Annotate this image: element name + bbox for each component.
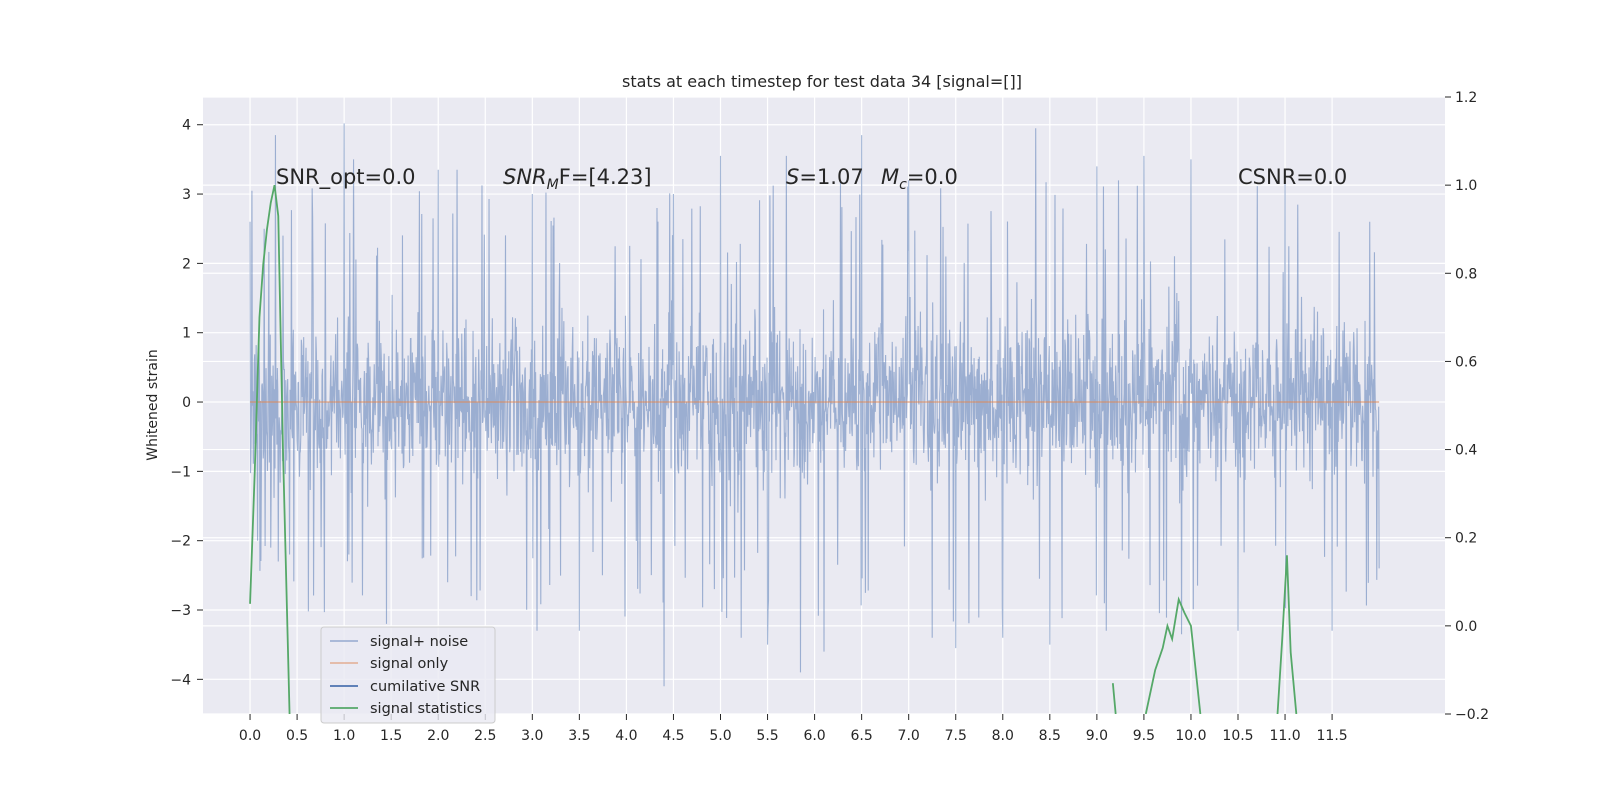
annotation-snr-mf: SNRMF=[4.23] [503, 165, 652, 193]
y2-tick-label: 1.0 [1455, 178, 1477, 194]
y2-tick-label: 0.8 [1455, 266, 1477, 282]
x-tick-label: 1.5 [380, 728, 402, 744]
x-tick-label: 8.0 [992, 728, 1014, 744]
legend-label-signal-statistics: signal statistics [370, 701, 482, 717]
x-tick-label: 2.5 [474, 728, 496, 744]
chart-title: stats at each timestep for test data 34 … [622, 72, 1022, 91]
x-tick-label: 1.0 [333, 728, 355, 744]
legend-box [320, 626, 496, 724]
y2-tick-label: 0.2 [1455, 531, 1477, 547]
x-tick-label: 2.0 [427, 728, 449, 744]
annotation-s: S=1.07 [786, 165, 864, 189]
x-tick-label: 5.5 [756, 728, 778, 744]
x-tick-label: 6.5 [851, 728, 873, 744]
annotation-csnr: CSNR=0.0 [1238, 165, 1347, 189]
x-tick-label: 5.0 [709, 728, 731, 744]
series-signal-statistics [249, 184, 1298, 714]
x-tick-label: 7.5 [945, 728, 967, 744]
y-tick-label: −1 [170, 464, 191, 480]
annotation-mc: Mc=0.0 [881, 165, 958, 193]
signal-statistics-segment [1111, 683, 1117, 714]
x-tick-label: 8.5 [1039, 728, 1061, 744]
signal-noise-line [249, 123, 1380, 687]
y2-axis-ticks: 1.2 1.0 0.8 0.6 0.4 0.2 0.0 −0.2 [1445, 90, 1489, 723]
y-tick-label: −3 [170, 603, 191, 619]
x-tick-label: 11.5 [1317, 728, 1348, 744]
snr-mf-value: F=[4.23] [559, 165, 652, 189]
y2-tick-label: 0.0 [1455, 619, 1477, 635]
y2-tick-label: −0.2 [1455, 707, 1489, 723]
signal-statistics-segment [1276, 555, 1298, 714]
s-value: =1.07 [799, 165, 863, 189]
x-tick-label: 4.0 [615, 728, 637, 744]
y-tick-label: 3 [182, 187, 191, 203]
x-tick-label: 4.5 [662, 728, 684, 744]
x-tick-label: 3.5 [568, 728, 590, 744]
annotation-snr-opt: SNR_opt=0.0 [276, 165, 416, 190]
x-tick-label: 10.0 [1175, 728, 1206, 744]
x-tick-label: 0.5 [286, 728, 308, 744]
y-axis-label: Whitened strain [145, 349, 161, 460]
x-tick-label: 10.5 [1222, 728, 1253, 744]
x-tick-label: 3.0 [521, 728, 543, 744]
y2-tick-label: 0.4 [1455, 443, 1477, 459]
y-tick-label: −4 [170, 672, 191, 688]
y2-tick-label: 1.2 [1455, 90, 1477, 106]
x-tick-label: 0.0 [239, 728, 261, 744]
mc-symbol: M [881, 165, 899, 189]
x-tick-label: 7.0 [898, 728, 920, 744]
legend: signal+ noise signal only cumilative SNR… [320, 626, 496, 724]
snr-mf-symbol: SNR [503, 165, 547, 189]
y-tick-label: 2 [182, 256, 191, 272]
y2-tick-label: 0.6 [1455, 354, 1477, 370]
snr-mf-subscript: M [547, 177, 559, 193]
x-tick-label: 6.0 [803, 728, 825, 744]
x-tick-label: 9.0 [1086, 728, 1108, 744]
mc-subscript: c [899, 177, 907, 193]
y-axis-ticks: 4 3 2 1 0 −1 −2 −3 −4 [170, 118, 203, 688]
x-axis-ticks: 0.0 0.5 1.0 1.5 2.0 2.5 3.0 3.5 4.0 4.5 5.0 5.5 6.0 6… [239, 714, 1348, 744]
y-tick-label: 1 [182, 326, 191, 342]
legend-label-cumilative-snr: cumilative SNR [370, 679, 480, 695]
mc-value: =0.0 [907, 165, 958, 189]
y-tick-label: 4 [182, 118, 191, 134]
series-signal-noise [249, 123, 1380, 687]
y-tick-label: 0 [182, 395, 191, 411]
s-symbol: S [786, 165, 799, 189]
legend-label-signal-noise: signal+ noise [370, 634, 468, 650]
signal-statistics-segment [249, 184, 291, 714]
x-tick-label: 9.5 [1133, 728, 1155, 744]
signal-statistics-segment [1144, 596, 1202, 714]
legend-label-signal-only: signal only [370, 656, 449, 672]
y-tick-label: −2 [170, 534, 191, 550]
x-tick-label: 11.0 [1269, 728, 1300, 744]
